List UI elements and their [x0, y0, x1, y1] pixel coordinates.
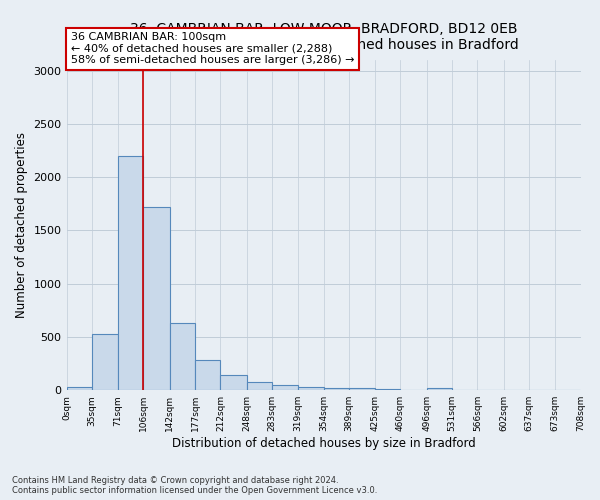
Bar: [220, 376, 247, 390]
Bar: [349, 388, 375, 390]
Bar: [195, 360, 220, 390]
Bar: [67, 387, 92, 390]
Bar: [170, 322, 195, 390]
Bar: [247, 382, 272, 390]
Bar: [92, 334, 118, 390]
Text: 36 CAMBRIAN BAR: 100sqm
← 40% of detached houses are smaller (2,288)
58% of semi: 36 CAMBRIAN BAR: 100sqm ← 40% of detache…: [71, 32, 355, 66]
Bar: [272, 385, 298, 390]
Bar: [323, 388, 349, 390]
Bar: [143, 207, 170, 390]
Bar: [375, 388, 400, 390]
Bar: [118, 156, 143, 390]
Title: 36, CAMBRIAN BAR, LOW MOOR, BRADFORD, BD12 0EB
Size of property relative to deta: 36, CAMBRIAN BAR, LOW MOOR, BRADFORD, BD…: [128, 22, 519, 52]
Bar: [298, 387, 323, 390]
X-axis label: Distribution of detached houses by size in Bradford: Distribution of detached houses by size …: [172, 437, 475, 450]
Bar: [427, 388, 452, 390]
Text: Contains HM Land Registry data © Crown copyright and database right 2024.
Contai: Contains HM Land Registry data © Crown c…: [12, 476, 377, 495]
Y-axis label: Number of detached properties: Number of detached properties: [15, 132, 28, 318]
